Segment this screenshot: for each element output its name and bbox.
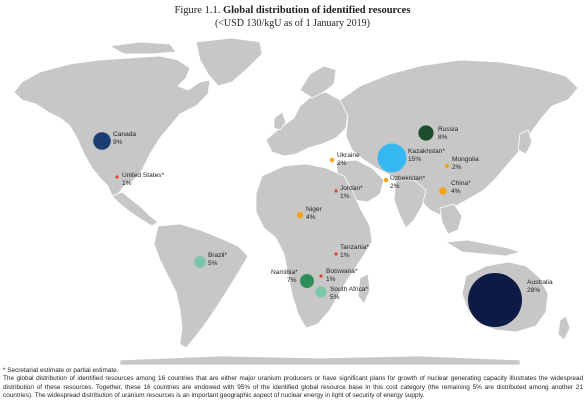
landmass-arctic-islands [108,41,177,55]
bubble-tanzania [334,252,338,256]
bubble-jordan [334,189,338,193]
label-australia: Australia 28% [527,279,553,294]
bubble-kazakhstan [377,143,407,173]
label-niger: Niger 4% [306,206,322,221]
landmass-japan [517,129,533,155]
label-russia: Russia 8% [438,126,459,141]
bubble-ukraine [329,157,335,163]
landmass-europe [265,91,349,157]
landmass-north-america [13,55,211,197]
bubble-brazil [194,256,206,268]
bubble-china [439,187,447,195]
label-tanzania: Tanzania* 1% [340,244,369,259]
bubble-botswana [319,274,323,278]
label-united-states: United States* 1% [122,172,165,187]
bubble-uzbekistan [383,177,389,183]
bubble-canada [93,132,111,150]
landmass-new-zealand [557,315,571,341]
label-jordan: Jordan* 1% [340,185,363,200]
label-kazakhstan: Kazakhstan* 15% [408,148,446,163]
label-namibia: Namibia* 7% [271,269,298,284]
landmass-scandinavia [299,65,337,99]
bubble-south-africa [315,286,327,298]
landmass-uk [273,111,287,131]
landmass-antarctica [119,355,521,365]
footnote: * Secretariat estimate or partial estima… [3,367,119,374]
label-canada: Canada 9% [113,131,137,146]
bubble-niger [296,211,304,219]
label-mongolia: Mongolia 2% [452,156,479,171]
landmass-southeast-asia [439,203,463,235]
figure-title-text: Global distribution of identified resour… [222,5,411,16]
figure-subtitle: (<USD 130/kgU as of 1 January 2019) [214,18,371,29]
landmass-asia [339,59,579,217]
landmass-central-america [111,191,159,227]
bubble-united-states [115,175,119,179]
bubble-namibia [300,274,314,288]
world-map-canvas [13,37,579,365]
figure-description: The global distribution of identified re… [3,375,583,400]
landmass-madagascar [357,273,371,305]
landmass-africa [255,163,373,329]
label-south-africa: South Africa* 5% [330,286,369,301]
label-ukraine: Ukraine 2% [337,152,360,167]
figure-prefix: Figure 1.1. [174,5,221,16]
figure-title: Figure 1.1. Global distribution of ident… [0,4,585,17]
bubble-russia [418,125,434,141]
bubble-mongolia [444,163,450,169]
label-china: China* 4% [451,180,471,195]
label-botswana: Botswana* 1% [326,268,358,283]
landmass-india [393,179,427,229]
label-brazil: Brazil* 5% [208,252,228,267]
world-map: Canada 9% United States* 1% Brazil* 5% N… [0,30,585,365]
landmass-indonesia [444,239,522,257]
landmass-greenland [195,37,263,87]
label-uzbekistan: Uzbekistan* 2% [390,175,426,190]
bubble-australia [468,273,522,327]
landmass-south-america [153,223,249,349]
